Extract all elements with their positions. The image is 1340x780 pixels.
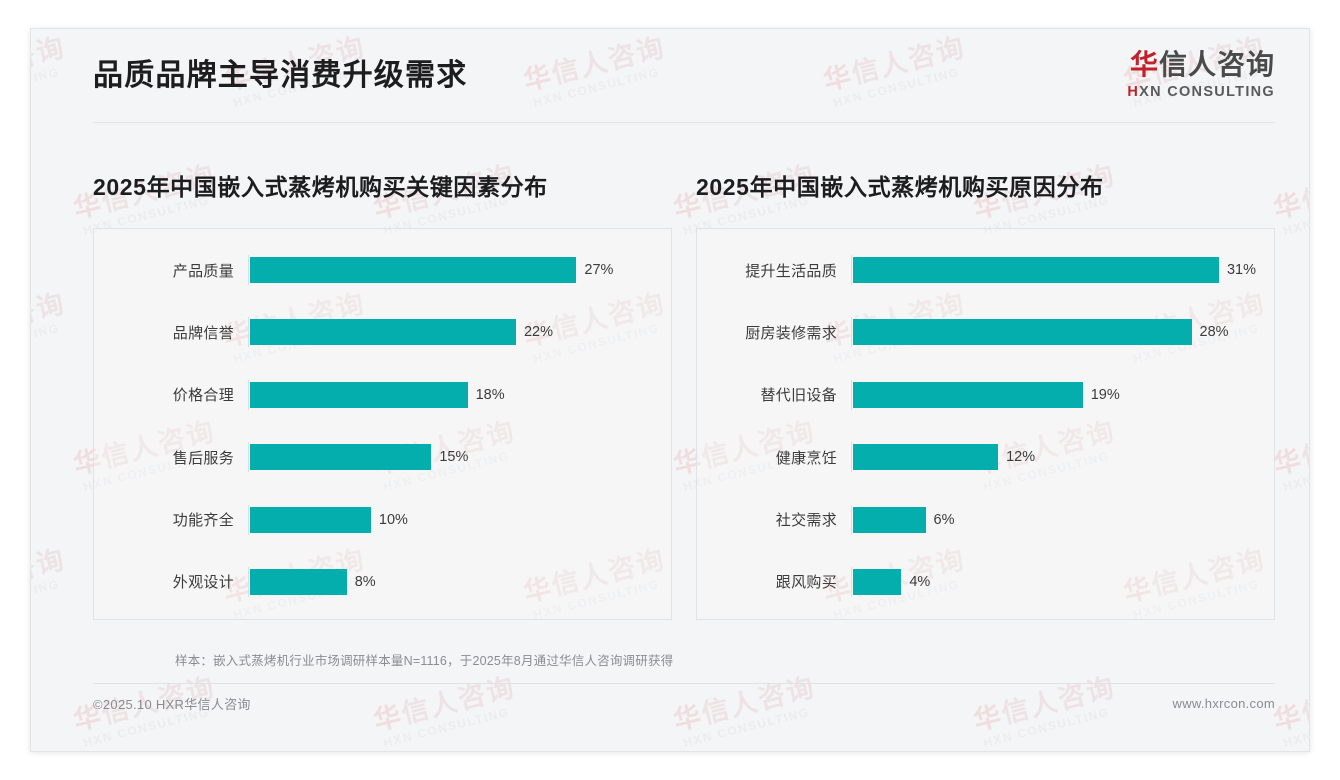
bar-category-label: 功能齐全: [172, 512, 234, 530]
slide-footer: ©2025.10 HXR华信人咨询 www.hxrcon.com: [31, 684, 1309, 713]
bar-fill: [250, 444, 432, 471]
bar-row: 外观设计 8%: [100, 566, 653, 597]
bar-row: 价格合理 18%: [100, 379, 653, 410]
bar-category-label: 外观设计: [172, 574, 234, 592]
bar-row: 厨房装修需求 28%: [703, 317, 1256, 348]
bar-value-label: 12%: [1006, 449, 1036, 466]
bar-value-label: 6%: [933, 511, 955, 528]
bar-track: 27%: [248, 255, 653, 285]
bar-row: 品牌信誉 22%: [100, 317, 653, 348]
source-footnote: 样本：嵌入式蒸烤机行业市场调研样本量N=1116，于2025年8月通过华信人咨询…: [175, 654, 674, 668]
logo-en-red-char: H: [1127, 84, 1140, 101]
bar-row: 跟风购买 4%: [703, 566, 1256, 597]
bar-row: 替代旧设备 19%: [703, 379, 1256, 410]
bar-value-label: 28%: [1199, 324, 1229, 341]
bar-track: 18%: [248, 379, 653, 410]
logo-cn-red-char: 华: [1129, 49, 1159, 81]
bar-category-label: 提升生活品质: [745, 262, 837, 280]
logo-english-text: HXN CONSULTING: [1127, 85, 1275, 100]
bar-rows-right: 提升生活品质 31% 厨房装修需求 28% 替代旧设备 19% 健康烹饪 12% 社交需求 6% 跟…: [703, 255, 1256, 597]
bar-track: 19%: [851, 379, 1256, 410]
chart-panel-right: 提升生活品质 31% 厨房装修需求 28% 替代旧设备 19% 健康烹饪 12% 社交需求 6% 跟…: [696, 228, 1275, 620]
copyright-text: ©2025.10 HXR华信人咨询: [93, 697, 251, 712]
bar-row: 健康烹饪 12%: [703, 442, 1256, 473]
bar-track: 12%: [851, 442, 1256, 473]
bar-category-label: 替代旧设备: [760, 387, 837, 405]
chart-column-left: 2025年中国嵌入式蒸烤机购买关键因素分布 产品质量 27% 品牌信誉 22% 价格合理…: [93, 168, 672, 620]
website-url[interactable]: www.hxrcon.com: [1172, 696, 1275, 711]
slide-header: 品质品牌主导消费升级需求 华信人咨询 HXN CONSULTING: [31, 29, 1309, 122]
bar-value-label: 8%: [354, 573, 376, 590]
charts-row: 2025年中国嵌入式蒸烤机购买关键因素分布 产品质量 27% 品牌信誉 22% 价格合理…: [93, 168, 1275, 620]
bar-category-label: 跟风购买: [775, 574, 837, 592]
bar-row: 提升生活品质 31%: [703, 255, 1256, 285]
bar-fill: [853, 257, 1219, 283]
bar-track: 15%: [248, 442, 653, 473]
bar-track: 10%: [248, 504, 653, 535]
logo-en-rest: XN CONSULTING: [1139, 84, 1275, 101]
bar-category-label: 价格合理: [172, 387, 234, 405]
bar-track: 4%: [851, 566, 1256, 597]
logo-chinese-text: 华信人咨询: [1127, 51, 1275, 79]
bar-category-label: 厨房装修需求: [745, 324, 837, 342]
logo-cn-rest: 信人咨询: [1158, 49, 1275, 81]
bar-track: 8%: [248, 566, 653, 597]
bar-category-label: 售后服务: [172, 449, 234, 467]
bar-fill: [853, 506, 926, 533]
bar-value-label: 31%: [1226, 262, 1256, 278]
bar-category-label: 品牌信誉: [172, 324, 234, 342]
bar-fill: [250, 319, 516, 346]
bar-value-label: 18%: [475, 386, 505, 403]
bar-category-label: 产品质量: [172, 262, 234, 280]
bar-row: 功能齐全 10%: [100, 504, 653, 535]
chart-title-right: 2025年中国嵌入式蒸烤机购买原因分布: [696, 174, 1104, 200]
bar-fill: [250, 381, 468, 408]
company-logo: 华信人咨询 HXN CONSULTING: [1127, 51, 1275, 100]
bar-category-label: 社交需求: [775, 512, 837, 530]
bar-fill: [250, 257, 577, 283]
bar-fill: [250, 568, 347, 595]
footer-divider: [93, 683, 1275, 684]
bar-value-label: 19%: [1090, 386, 1120, 403]
bar-value-label: 22%: [523, 324, 553, 341]
bar-value-label: 4%: [909, 573, 931, 590]
bar-value-label: 10%: [378, 511, 408, 528]
bar-fill: [853, 444, 999, 471]
page-title: 品质品牌主导消费升级需求: [93, 58, 468, 92]
bar-value-label: 27%: [584, 262, 614, 278]
slide-content: 2025年中国嵌入式蒸烤机购买关键因素分布 产品质量 27% 品牌信誉 22% 价格合理…: [31, 168, 1309, 669]
chart-column-right: 2025年中国嵌入式蒸烤机购买原因分布 提升生活品质 31% 厨房装修需求 28% 替代…: [696, 168, 1275, 620]
bar-track: 22%: [248, 317, 653, 348]
bar-row: 产品质量 27%: [100, 255, 653, 285]
bar-fill: [853, 568, 902, 595]
bar-fill: [250, 506, 371, 533]
bar-track: 6%: [851, 504, 1256, 535]
bar-track: 28%: [851, 317, 1256, 348]
header-divider: [93, 122, 1275, 123]
bar-fill: [853, 381, 1083, 408]
bar-row: 社交需求 6%: [703, 504, 1256, 535]
chart-title-left: 2025年中国嵌入式蒸烤机购买关键因素分布: [93, 174, 548, 200]
slide-canvas: 华信人咨询 HXN CONSULTING 华信人咨询 HXN CONSULTING华信…: [30, 28, 1310, 752]
bar-category-label: 健康烹饪: [775, 449, 837, 467]
bar-value-label: 15%: [439, 449, 469, 466]
bar-rows-left: 产品质量 27% 品牌信誉 22% 价格合理 18% 售后服务 15% 功能齐全 10% 外观设计 8…: [100, 255, 653, 597]
bar-track: 31%: [851, 255, 1256, 285]
bar-row: 售后服务 15%: [100, 442, 653, 473]
chart-panel-left: 产品质量 27% 品牌信誉 22% 价格合理 18% 售后服务 15% 功能齐全 10% 外观设计 8…: [93, 228, 672, 620]
bar-fill: [853, 319, 1192, 346]
